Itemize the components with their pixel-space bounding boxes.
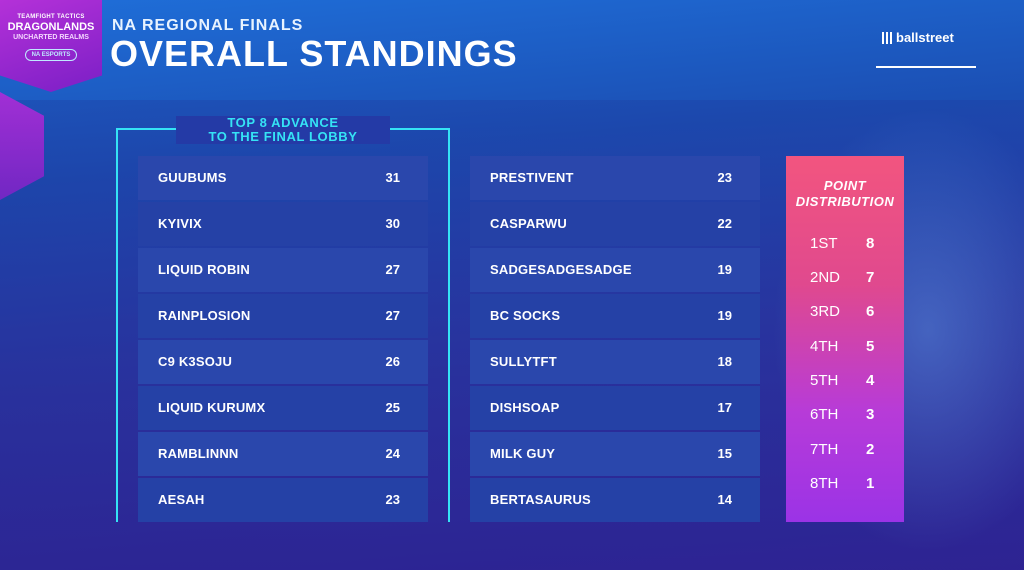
player-name: RAINPLOSION — [158, 308, 251, 323]
standings-row: AESAH 23 — [138, 478, 428, 522]
page-title: OVERALL STANDINGS — [110, 33, 518, 74]
player-points: 18 — [717, 354, 732, 369]
standings-row: BERTASAURUS 14 — [470, 478, 760, 522]
player-points: 27 — [385, 308, 400, 323]
standings-row: C9 K3SOJU 26 — [138, 340, 428, 384]
distribution-points: 7 — [866, 269, 875, 286]
standings-left-column: GUUBUMS 31 KYIVIX 30 LIQUID ROBIN 27 RAINPL… — [138, 156, 428, 524]
distribution-place: 6TH — [810, 406, 839, 423]
standings-row: LIQUID ROBIN 27 — [138, 248, 428, 292]
player-points: 27 — [385, 262, 400, 277]
player-points: 26 — [385, 354, 400, 369]
distribution-row: 1ST 8 — [786, 233, 904, 255]
distribution-row: 7TH 2 — [786, 439, 904, 461]
standings-row: BC SOCKS 19 — [470, 294, 760, 338]
player-name: PRESTIVENT — [490, 170, 574, 185]
sponsor-divider — [876, 66, 976, 68]
distribution-row: 4TH 5 — [786, 336, 904, 358]
player-name: CASPARWU — [490, 216, 567, 231]
player-name: C9 K3SOJU — [158, 354, 233, 369]
point-distribution-title-line2: DISTRIBUTION — [795, 194, 895, 209]
distribution-points: 4 — [866, 372, 875, 389]
sponsor-bars-icon — [882, 32, 892, 44]
standings-row: GUUBUMS 31 — [138, 156, 428, 200]
distribution-points: 3 — [866, 406, 875, 423]
distribution-place: 8TH — [810, 475, 839, 492]
sponsor-logo: ballstreet — [882, 30, 954, 45]
distribution-row: 3RD 6 — [786, 301, 904, 323]
player-name: BERTASAURUS — [490, 492, 591, 507]
player-name: SULLYTFT — [490, 354, 557, 369]
distribution-points: 8 — [866, 235, 875, 252]
player-points: 31 — [385, 170, 400, 185]
page-subtitle: NA REGIONAL FINALS — [112, 17, 304, 34]
advance-label-line1: TOP 8 ADVANCE — [227, 115, 339, 130]
distribution-place: 2ND — [810, 269, 841, 286]
logo-line1: TEAMFIGHT TACTICS — [17, 14, 85, 20]
player-points: 25 — [385, 400, 400, 415]
advance-label-line2: TO THE FINAL LOBBY — [208, 129, 358, 144]
distribution-place: 1ST — [810, 235, 838, 252]
player-name: MILK GUY — [490, 446, 556, 461]
player-name: RAMBLINNN — [158, 446, 239, 461]
distribution-place: 3RD — [810, 303, 841, 320]
logo-line3: UNCHARTED REALMS — [13, 34, 89, 41]
player-points: 24 — [385, 446, 400, 461]
player-name: KYIVIX — [158, 216, 202, 231]
event-logo: TEAMFIGHT TACTICS DRAGONLANDS UNCHARTED … — [0, 0, 102, 92]
player-name: BC SOCKS — [490, 308, 561, 323]
player-points: 19 — [717, 308, 732, 323]
standings-row: SULLYTFT 18 — [470, 340, 760, 384]
distribution-points: 2 — [866, 441, 875, 458]
distribution-place: 5TH — [810, 372, 839, 389]
distribution-place: 7TH — [810, 441, 839, 458]
player-name: SADGESADGESADGE — [490, 262, 632, 277]
player-points: 14 — [717, 492, 732, 507]
player-name: LIQUID KURUMX — [158, 400, 266, 415]
standings-row: KYIVIX 30 — [138, 202, 428, 246]
distribution-row: 6TH 3 — [786, 404, 904, 426]
player-points: 19 — [717, 262, 732, 277]
point-distribution-title: POINT DISTRIBUTION — [786, 178, 904, 210]
player-points: 15 — [717, 446, 732, 461]
point-distribution-title-line1: POINT — [823, 178, 867, 193]
distribution-points: 6 — [866, 303, 875, 320]
standings-row: PRESTIVENT 23 — [470, 156, 760, 200]
advance-label: TOP 8 ADVANCE TO THE FINAL LOBBY — [176, 116, 390, 144]
player-points: 17 — [717, 400, 732, 415]
standings-row: DISHSOAP 17 — [470, 386, 760, 430]
point-distribution-panel: POINT DISTRIBUTION 1ST 8 2ND 7 3RD 6 4TH 5 5… — [786, 156, 904, 522]
player-points: 22 — [717, 216, 732, 231]
standings-row: LIQUID KURUMX 25 — [138, 386, 428, 430]
standings-row: MILK GUY 15 — [470, 432, 760, 476]
logo-line2: DRAGONLANDS — [7, 21, 95, 33]
logo-badge-text: NA ESPORTS — [24, 49, 78, 61]
distribution-row: 8TH 1 — [786, 473, 904, 495]
player-name: LIQUID ROBIN — [158, 262, 250, 277]
player-name: GUUBUMS — [158, 170, 227, 185]
distribution-place: 4TH — [810, 338, 839, 355]
player-points: 23 — [385, 492, 400, 507]
sponsor-name: ballstreet — [896, 30, 954, 45]
player-name: AESAH — [158, 492, 205, 507]
player-points: 23 — [717, 170, 732, 185]
distribution-row: 2ND 7 — [786, 267, 904, 289]
player-points: 30 — [385, 216, 400, 231]
distribution-row: 5TH 4 — [786, 370, 904, 392]
standings-row: RAMBLINNN 24 — [138, 432, 428, 476]
player-name: DISHSOAP — [490, 400, 560, 415]
standings-row: CASPARWU 22 — [470, 202, 760, 246]
distribution-points: 1 — [866, 475, 875, 492]
standings-right-column: PRESTIVENT 23 CASPARWU 22 SADGESADGESADGE 1… — [470, 156, 760, 524]
distribution-points: 5 — [866, 338, 875, 355]
hexagon-decoration — [0, 92, 44, 200]
standings-row: SADGESADGESADGE 19 — [470, 248, 760, 292]
standings-row: RAINPLOSION 27 — [138, 294, 428, 338]
